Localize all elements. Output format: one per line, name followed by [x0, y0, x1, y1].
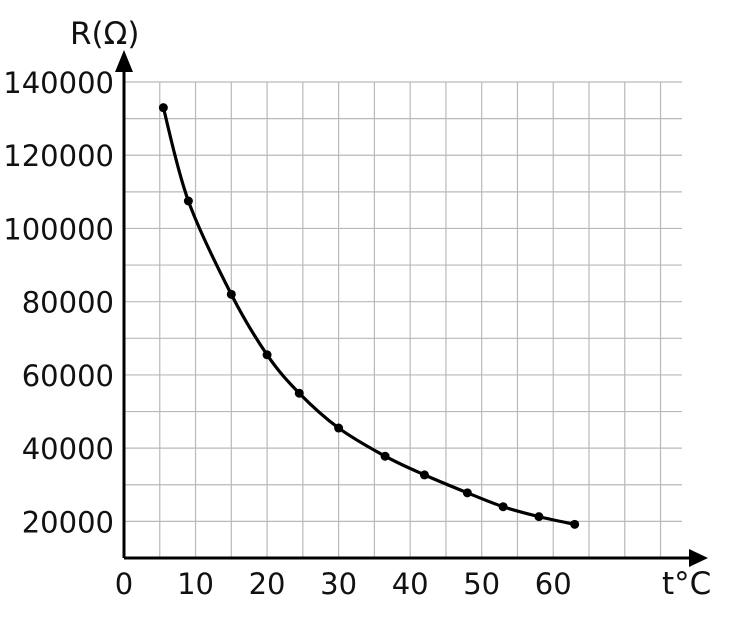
x-tick-label: 40	[392, 567, 429, 601]
data-point	[158, 103, 168, 113]
grid	[124, 81, 682, 558]
data-point	[183, 196, 193, 206]
x-axis-title: t°C	[662, 566, 711, 602]
y-axis-arrow-icon	[115, 50, 133, 72]
y-tick-label: 120000	[3, 139, 114, 173]
data-point	[534, 512, 544, 522]
x-tick-labels: 0 10 20 30 40 50 60	[115, 567, 572, 601]
data-point	[226, 289, 236, 299]
data-point	[334, 423, 344, 433]
data-point	[262, 350, 272, 360]
series-line	[161, 106, 577, 526]
axes	[115, 50, 708, 567]
y-tick-label: 20000	[22, 505, 114, 539]
x-tick-label: 30	[320, 567, 357, 601]
y-tick-label: 140000	[3, 66, 114, 100]
data-point	[380, 451, 390, 461]
y-tick-label: 60000	[22, 359, 114, 393]
data-point	[419, 470, 429, 480]
x-tick-label: 10	[177, 567, 214, 601]
y-tick-label: 80000	[22, 286, 114, 320]
x-axis-arrow-icon	[689, 549, 708, 567]
y-tick-label: 40000	[22, 432, 114, 466]
x-tick-label: 20	[249, 567, 286, 601]
y-tick-labels: 20000 40000 60000 80000 100000 120000 140000	[3, 66, 114, 539]
y-tick-label: 100000	[3, 212, 114, 246]
series	[158, 103, 580, 529]
data-point	[570, 519, 580, 529]
data-point	[294, 388, 304, 398]
y-axis-title: R(Ω)	[70, 16, 139, 52]
data-point	[462, 488, 472, 498]
x-tick-label: 0	[115, 567, 133, 601]
data-point	[498, 502, 508, 512]
x-tick-label: 60	[535, 567, 572, 601]
x-tick-label: 50	[463, 567, 500, 601]
